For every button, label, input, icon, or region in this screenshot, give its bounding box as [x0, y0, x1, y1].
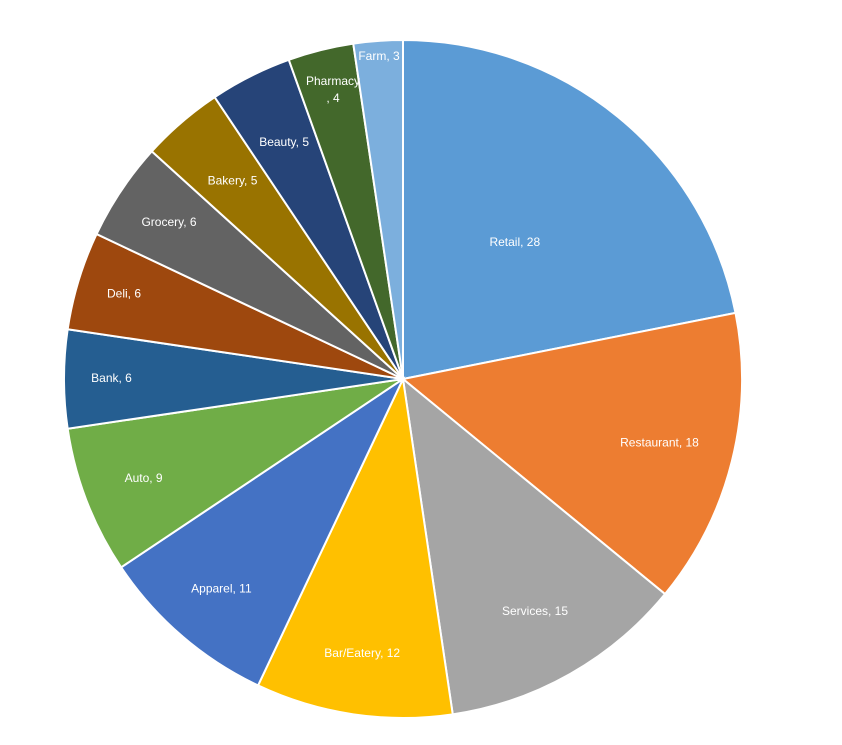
- data-label-bakery: Bakery, 5: [208, 173, 258, 187]
- data-label-beauty: Beauty, 5: [259, 135, 309, 149]
- pie-slice-apparel: [119, 376, 406, 687]
- pie-slice-auto: [66, 378, 404, 569]
- data-label-retail: Retail, 28: [489, 235, 540, 249]
- pie-labels: Retail, 28 Restaurant, 18 Services, 15 Bar/…: [91, 49, 699, 660]
- data-label-bank: Bank, 6: [91, 371, 132, 385]
- data-label-auto: Auto, 9: [125, 471, 163, 485]
- pie-slices: [63, 38, 743, 719]
- data-label-restaurant: Restaurant, 18: [620, 435, 699, 449]
- data-label-pharmacy: Pharmacy, 4: [306, 74, 360, 105]
- pie-slice-bar-eatery: [256, 375, 454, 719]
- pie-slice-restaurant: [400, 311, 743, 596]
- data-label-services: Services, 15: [502, 604, 568, 618]
- pie-slice-services: [401, 376, 667, 716]
- pie-slice-farm: [352, 38, 404, 380]
- data-label-deli: Deli, 6: [107, 287, 141, 301]
- data-label-grocery: Grocery, 6: [141, 215, 196, 229]
- data-label-bar-eatery: Bar/Eatery, 12: [324, 646, 400, 660]
- data-label-farm: Farm, 3: [358, 49, 400, 63]
- pie-slice-retail: [402, 38, 737, 381]
- data-label-apparel: Apparel, 11: [191, 582, 252, 596]
